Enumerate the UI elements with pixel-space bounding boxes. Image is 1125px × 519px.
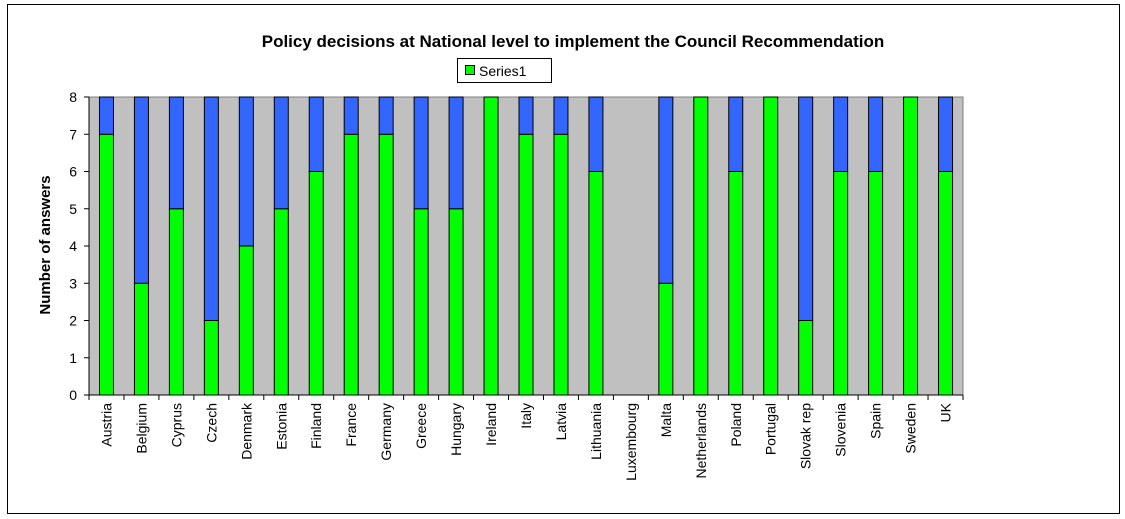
x-tick-label: Luxembourg xyxy=(623,403,639,481)
bar-green-malta xyxy=(658,282,674,396)
bar-green-cyprus xyxy=(168,208,184,396)
bar-green-lithuania xyxy=(588,171,604,396)
x-tick-label: UK xyxy=(938,402,954,422)
bar-green-slovenia xyxy=(833,171,849,396)
bar-green-finland xyxy=(308,171,324,396)
legend: Series1 xyxy=(457,58,552,83)
y-tick-label: 4 xyxy=(69,238,77,254)
bar-blue-france xyxy=(343,96,359,135)
bar-blue-lithuania xyxy=(588,96,604,172)
x-tick-label: Slovenia xyxy=(833,403,849,457)
bar-green-portugal xyxy=(763,96,779,396)
bar-blue-slovak-rep xyxy=(798,96,814,321)
x-tick-label: Spain xyxy=(868,403,884,439)
x-tick-label: Italy xyxy=(518,403,534,429)
legend-swatch xyxy=(465,65,475,75)
y-tick-label: 1 xyxy=(69,350,77,366)
y-tick-label: 5 xyxy=(69,201,77,217)
bar-green-greece xyxy=(413,208,429,396)
x-tick-label: Malta xyxy=(658,403,674,437)
x-tick-label: Slovak rep xyxy=(798,403,814,469)
x-tick-label: Cyprus xyxy=(168,403,184,447)
bar-green-latvia xyxy=(553,133,569,396)
x-tick-label: Greece xyxy=(413,403,429,449)
bar-blue-slovenia xyxy=(833,96,849,172)
y-axis: 0 1 2 3 4 5 6 7 8 xyxy=(69,89,90,403)
bar-green-czech xyxy=(203,320,219,396)
bar-blue-poland xyxy=(728,96,744,172)
y-axis-label: Number of answers xyxy=(37,175,54,314)
bar-blue-italy xyxy=(518,96,534,135)
bar-green-denmark xyxy=(238,245,254,396)
x-tick-label: Finland xyxy=(308,403,324,449)
bar-green-austria xyxy=(98,133,114,396)
bar-blue-czech xyxy=(203,96,219,321)
x-tick-label: Hungary xyxy=(448,403,464,456)
x-tick-label: Estonia xyxy=(273,403,289,450)
y-tick-label: 2 xyxy=(69,313,77,329)
x-tick-label: Czech xyxy=(203,403,219,443)
bar-green-uk xyxy=(938,171,954,396)
x-tick-label: France xyxy=(343,403,359,447)
bar-blue-cyprus xyxy=(168,96,184,210)
x-tick-label: Latvia xyxy=(553,403,569,441)
bar-blue-hungary xyxy=(448,96,464,210)
bar-green-hungary xyxy=(448,208,464,396)
x-tick-label: Lithuania xyxy=(588,403,604,460)
x-tick-label: Austria xyxy=(98,403,114,447)
bar-green-slovak-rep xyxy=(798,320,814,396)
bar-green-ireland xyxy=(483,96,499,396)
y-tick-label: 8 xyxy=(69,89,77,105)
bar-blue-denmark xyxy=(238,96,254,247)
bar-green-sweden xyxy=(903,96,919,396)
bar-blue-latvia xyxy=(553,96,569,135)
y-tick-label: 6 xyxy=(69,164,77,180)
bar-blue-belgium xyxy=(133,96,149,284)
bar-blue-spain xyxy=(868,96,884,172)
bar-green-netherlands xyxy=(693,96,709,396)
x-axis: Austria Belgium Cyprus Czech Denmark Estonia F… xyxy=(88,394,964,481)
x-tick-label: Netherlands xyxy=(693,403,709,479)
bar-blue-finland xyxy=(308,96,324,172)
bar-green-france xyxy=(343,133,359,396)
x-tick-label: Portugal xyxy=(763,403,779,455)
bar-green-poland xyxy=(728,171,744,396)
bar-green-italy xyxy=(518,133,534,396)
x-tick-label: Poland xyxy=(728,403,744,447)
bar-green-spain xyxy=(868,171,884,396)
bar-green-belgium xyxy=(133,282,149,396)
bar-green-estonia xyxy=(273,208,289,396)
bar-blue-greece xyxy=(413,96,429,210)
bars xyxy=(98,96,954,396)
y-tick-label: 3 xyxy=(69,275,77,291)
x-tick-label: Denmark xyxy=(238,402,254,460)
chart-title: Policy decisions at National level to im… xyxy=(262,32,885,51)
bar-blue-germany xyxy=(378,96,394,135)
bar-blue-austria xyxy=(98,96,114,135)
x-tick-label: Ireland xyxy=(483,403,499,446)
bar-blue-malta xyxy=(658,96,674,284)
x-tick-label: Belgium xyxy=(133,403,149,454)
y-tick-label: 7 xyxy=(69,126,77,142)
x-tick-label: Germany xyxy=(378,403,394,461)
bar-green-germany xyxy=(378,133,394,396)
y-tick-label: 0 xyxy=(69,387,77,403)
bar-blue-estonia xyxy=(273,96,289,210)
x-tick-label: Sweden xyxy=(903,403,919,454)
bar-blue-uk xyxy=(938,96,954,172)
legend-label: Series1 xyxy=(479,63,527,79)
